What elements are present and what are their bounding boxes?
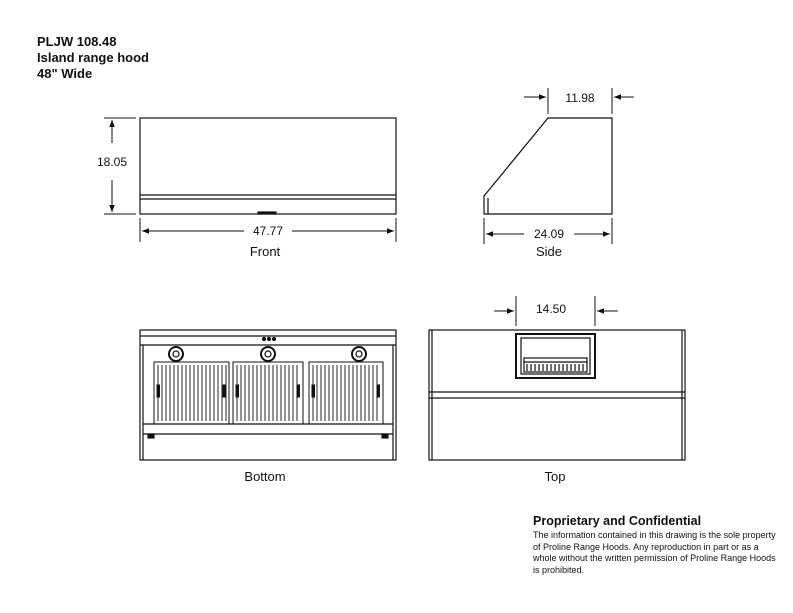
front-width-dimension (139, 218, 397, 242)
side-depth-label: 24.09 (534, 227, 564, 241)
confidentiality-notice: Proprietary and Confidential The informa… (533, 513, 783, 576)
bottom-view-label: Bottom (244, 469, 285, 484)
side-top-dimension (524, 88, 634, 114)
filter-frame (232, 361, 304, 425)
front-view (139, 117, 397, 215)
filter-handle (156, 384, 160, 398)
side-depth-dimension (483, 218, 613, 244)
front-view-label: Front (250, 244, 281, 259)
product-width: 48" Wide (37, 66, 93, 81)
filter-handle (235, 384, 239, 398)
top-opening-label: 14.50 (536, 302, 566, 316)
front-width-label: 47.77 (253, 224, 283, 238)
title-block: PLJW 108.48 Island range hood 48" Wide (37, 34, 149, 82)
top-view (428, 329, 686, 461)
baffle-filter (308, 361, 384, 425)
baffle-filters (153, 361, 384, 425)
notice-body: The information contained in this drawin… (533, 530, 776, 575)
top-vent-slats (526, 364, 584, 371)
side-view-label: Side (536, 244, 562, 259)
side-top-label: 11.98 (565, 91, 594, 105)
filter-frame (308, 361, 384, 425)
side-view (483, 117, 613, 215)
vent-group (526, 364, 584, 371)
top-view-label: Top (545, 469, 566, 484)
notice-title: Proprietary and Confidential (533, 514, 702, 528)
baffle-filter (232, 361, 304, 425)
filter-handle (222, 384, 226, 398)
filter-handle (376, 384, 380, 398)
baffle-filter (153, 361, 230, 425)
filter-frame (153, 361, 230, 425)
filter-handle (311, 384, 315, 398)
front-height-dimension (104, 117, 136, 215)
front-height-label: 18.05 (97, 155, 127, 169)
product-type: Island range hood (37, 50, 149, 65)
top-opening-dimension (494, 296, 618, 326)
bottom-view (139, 329, 397, 461)
model-number: PLJW 108.48 (37, 34, 117, 49)
filter-handle (296, 384, 300, 398)
